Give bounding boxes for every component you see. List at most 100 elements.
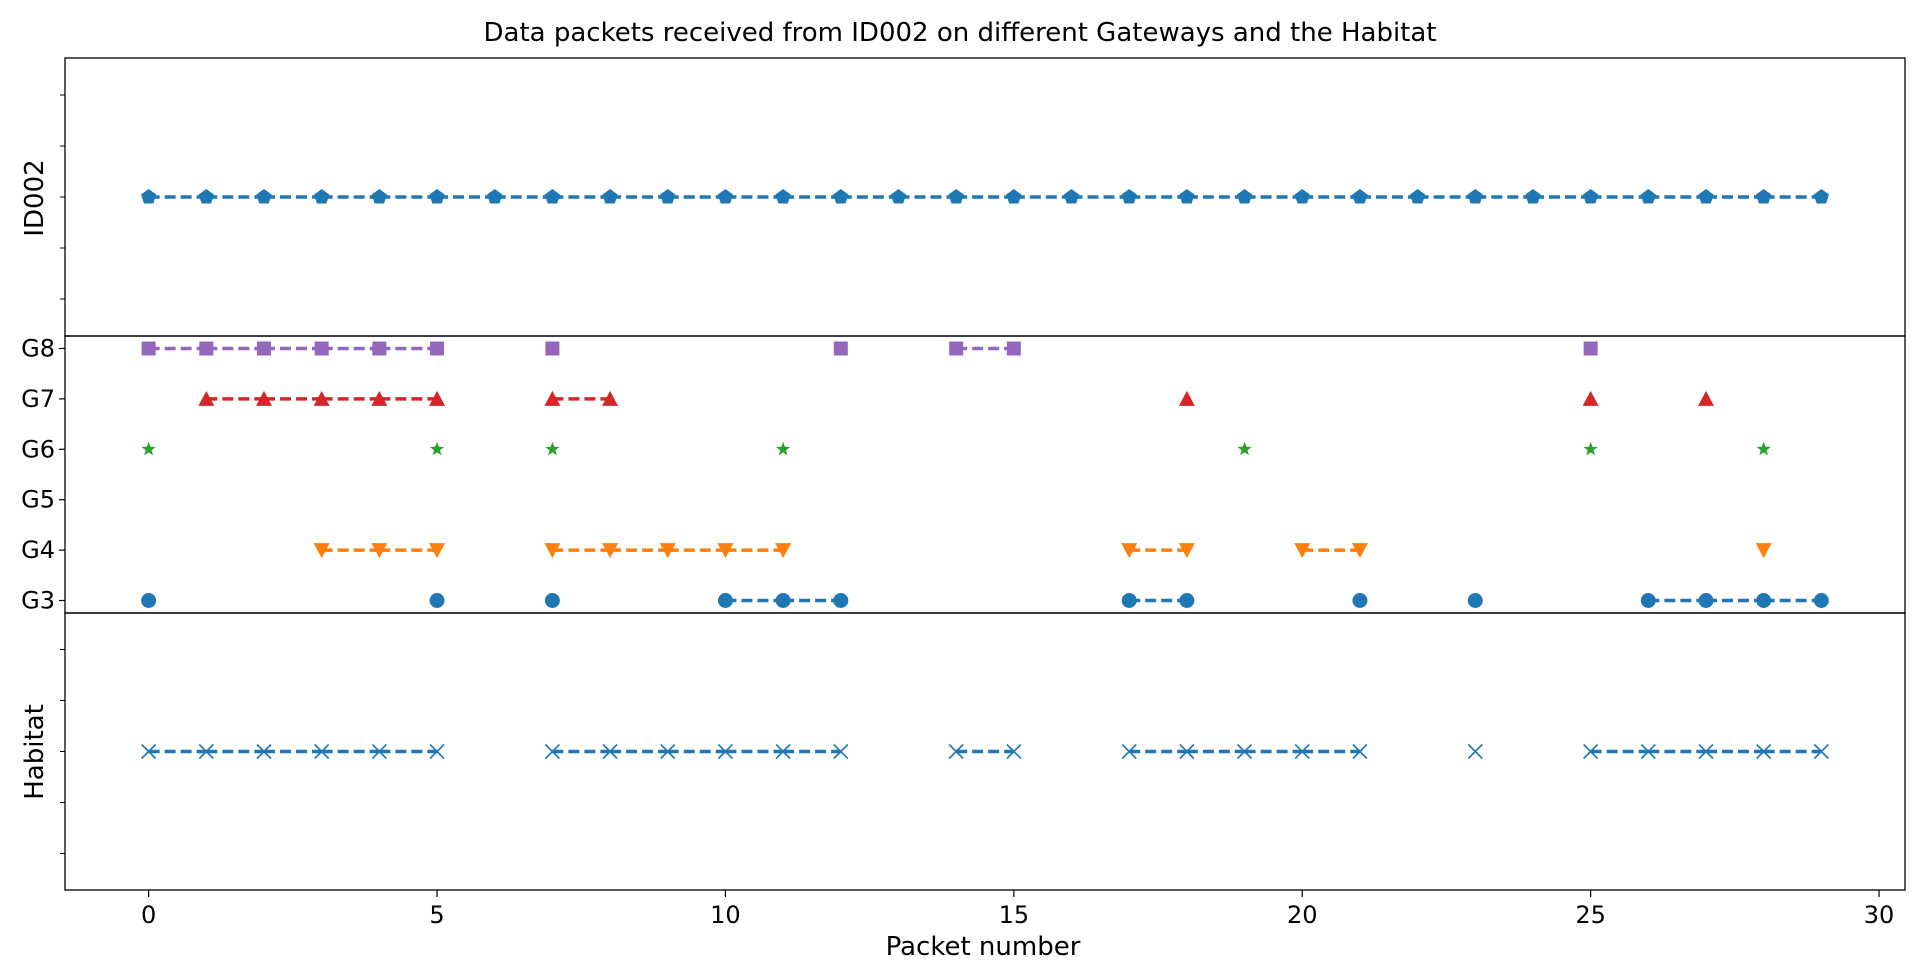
panel-gateways: G8 G7 G6 G5 G4 G3	[21, 335, 1906, 615]
point-g8	[314, 341, 329, 356]
point-g7	[198, 390, 215, 406]
point-g4	[1121, 543, 1138, 559]
point-g3	[429, 593, 445, 608]
point-habitat	[1179, 743, 1195, 760]
point-g3	[1813, 593, 1829, 608]
point-habitat	[1121, 743, 1137, 760]
y-tick-label-g5: G5	[21, 486, 55, 514]
point-id002	[1525, 189, 1541, 204]
point-g8	[1583, 341, 1598, 356]
point-g6	[775, 441, 791, 456]
point-g7	[1178, 390, 1195, 406]
point-g8	[1006, 341, 1021, 356]
x-tick-label: 10	[710, 901, 741, 929]
point-g4	[1178, 543, 1195, 559]
series-g3	[141, 593, 1829, 608]
ylabel-id002: ID002	[20, 159, 50, 236]
point-g7	[429, 390, 446, 406]
point-id002	[487, 189, 503, 204]
point-g3	[717, 593, 733, 608]
point-habitat	[371, 743, 387, 760]
y-tick-label-g7: G7	[21, 385, 55, 413]
point-g6	[1237, 441, 1252, 456]
point-g7	[1582, 390, 1599, 406]
point-id002	[141, 189, 157, 204]
point-habitat	[141, 743, 157, 760]
panel-habitat	[60, 612, 1906, 891]
point-g4	[313, 543, 330, 559]
point-g8	[141, 341, 156, 356]
ylabel-habitat: Habitat	[20, 704, 50, 800]
point-habitat	[1236, 743, 1253, 760]
point-g4	[371, 543, 388, 559]
point-habitat	[1640, 743, 1656, 760]
point-habitat	[602, 743, 618, 760]
point-habitat	[1698, 743, 1714, 760]
point-id002	[314, 189, 330, 204]
point-habitat	[948, 743, 964, 760]
point-id002	[198, 189, 214, 204]
x-tick-label: 0	[141, 901, 156, 929]
point-id002	[1756, 189, 1772, 204]
point-g7	[255, 390, 272, 406]
point-g7	[1698, 390, 1715, 406]
point-id002	[1063, 189, 1080, 204]
panel-id002	[60, 57, 1906, 337]
point-g3	[1756, 593, 1772, 608]
point-g3	[544, 593, 560, 608]
point-habitat	[256, 743, 272, 760]
point-g6	[141, 441, 156, 456]
point-g7	[371, 390, 388, 406]
point-id002	[1179, 189, 1195, 204]
series-g8	[141, 341, 1598, 356]
point-habitat	[198, 743, 214, 760]
point-g6	[429, 441, 445, 456]
point-g3	[833, 593, 849, 608]
point-g4	[1294, 543, 1311, 559]
point-id002	[429, 189, 445, 204]
panel-frame	[64, 335, 1906, 614]
point-id002	[1409, 189, 1426, 204]
y-tick-label-g4: G4	[21, 536, 55, 564]
point-g4	[659, 543, 676, 559]
point-habitat	[429, 743, 445, 760]
point-g6	[1583, 441, 1598, 456]
point-habitat	[1756, 743, 1772, 760]
point-habitat	[1006, 743, 1022, 760]
point-id002	[833, 189, 849, 204]
point-g4	[602, 543, 619, 559]
point-id002	[371, 189, 387, 204]
point-id002	[660, 189, 676, 204]
point-id002	[890, 189, 907, 204]
x-tick-label: 20	[1287, 901, 1318, 929]
point-habitat	[717, 743, 734, 760]
point-id002	[717, 189, 734, 204]
x-axis-label: Packet number	[886, 932, 1081, 962]
x-axis: 0 5 10 15 20 25 30	[141, 890, 1894, 929]
point-g4	[429, 543, 446, 559]
point-g3	[775, 593, 791, 608]
point-id002	[1352, 189, 1368, 204]
point-habitat	[775, 743, 791, 760]
point-id002	[1294, 189, 1310, 204]
point-g8	[256, 341, 271, 356]
x-tick-label: 5	[429, 901, 444, 929]
point-id002	[256, 189, 272, 204]
point-g7	[602, 390, 619, 406]
point-g4	[1755, 543, 1772, 559]
point-g8	[545, 341, 560, 356]
point-g3	[1179, 593, 1195, 608]
series-id002	[141, 189, 1829, 204]
point-g3	[1467, 593, 1483, 608]
series-g6	[141, 441, 1771, 456]
point-g6	[545, 441, 560, 456]
point-habitat	[544, 743, 560, 760]
point-id002	[1121, 189, 1137, 204]
point-g3	[1352, 593, 1368, 608]
y-tick-label-g8: G8	[21, 335, 55, 363]
x-tick-label: 15	[999, 901, 1030, 929]
point-habitat	[1352, 743, 1368, 760]
point-id002	[602, 189, 618, 204]
series-g7	[198, 390, 1715, 406]
point-g8	[949, 341, 964, 356]
